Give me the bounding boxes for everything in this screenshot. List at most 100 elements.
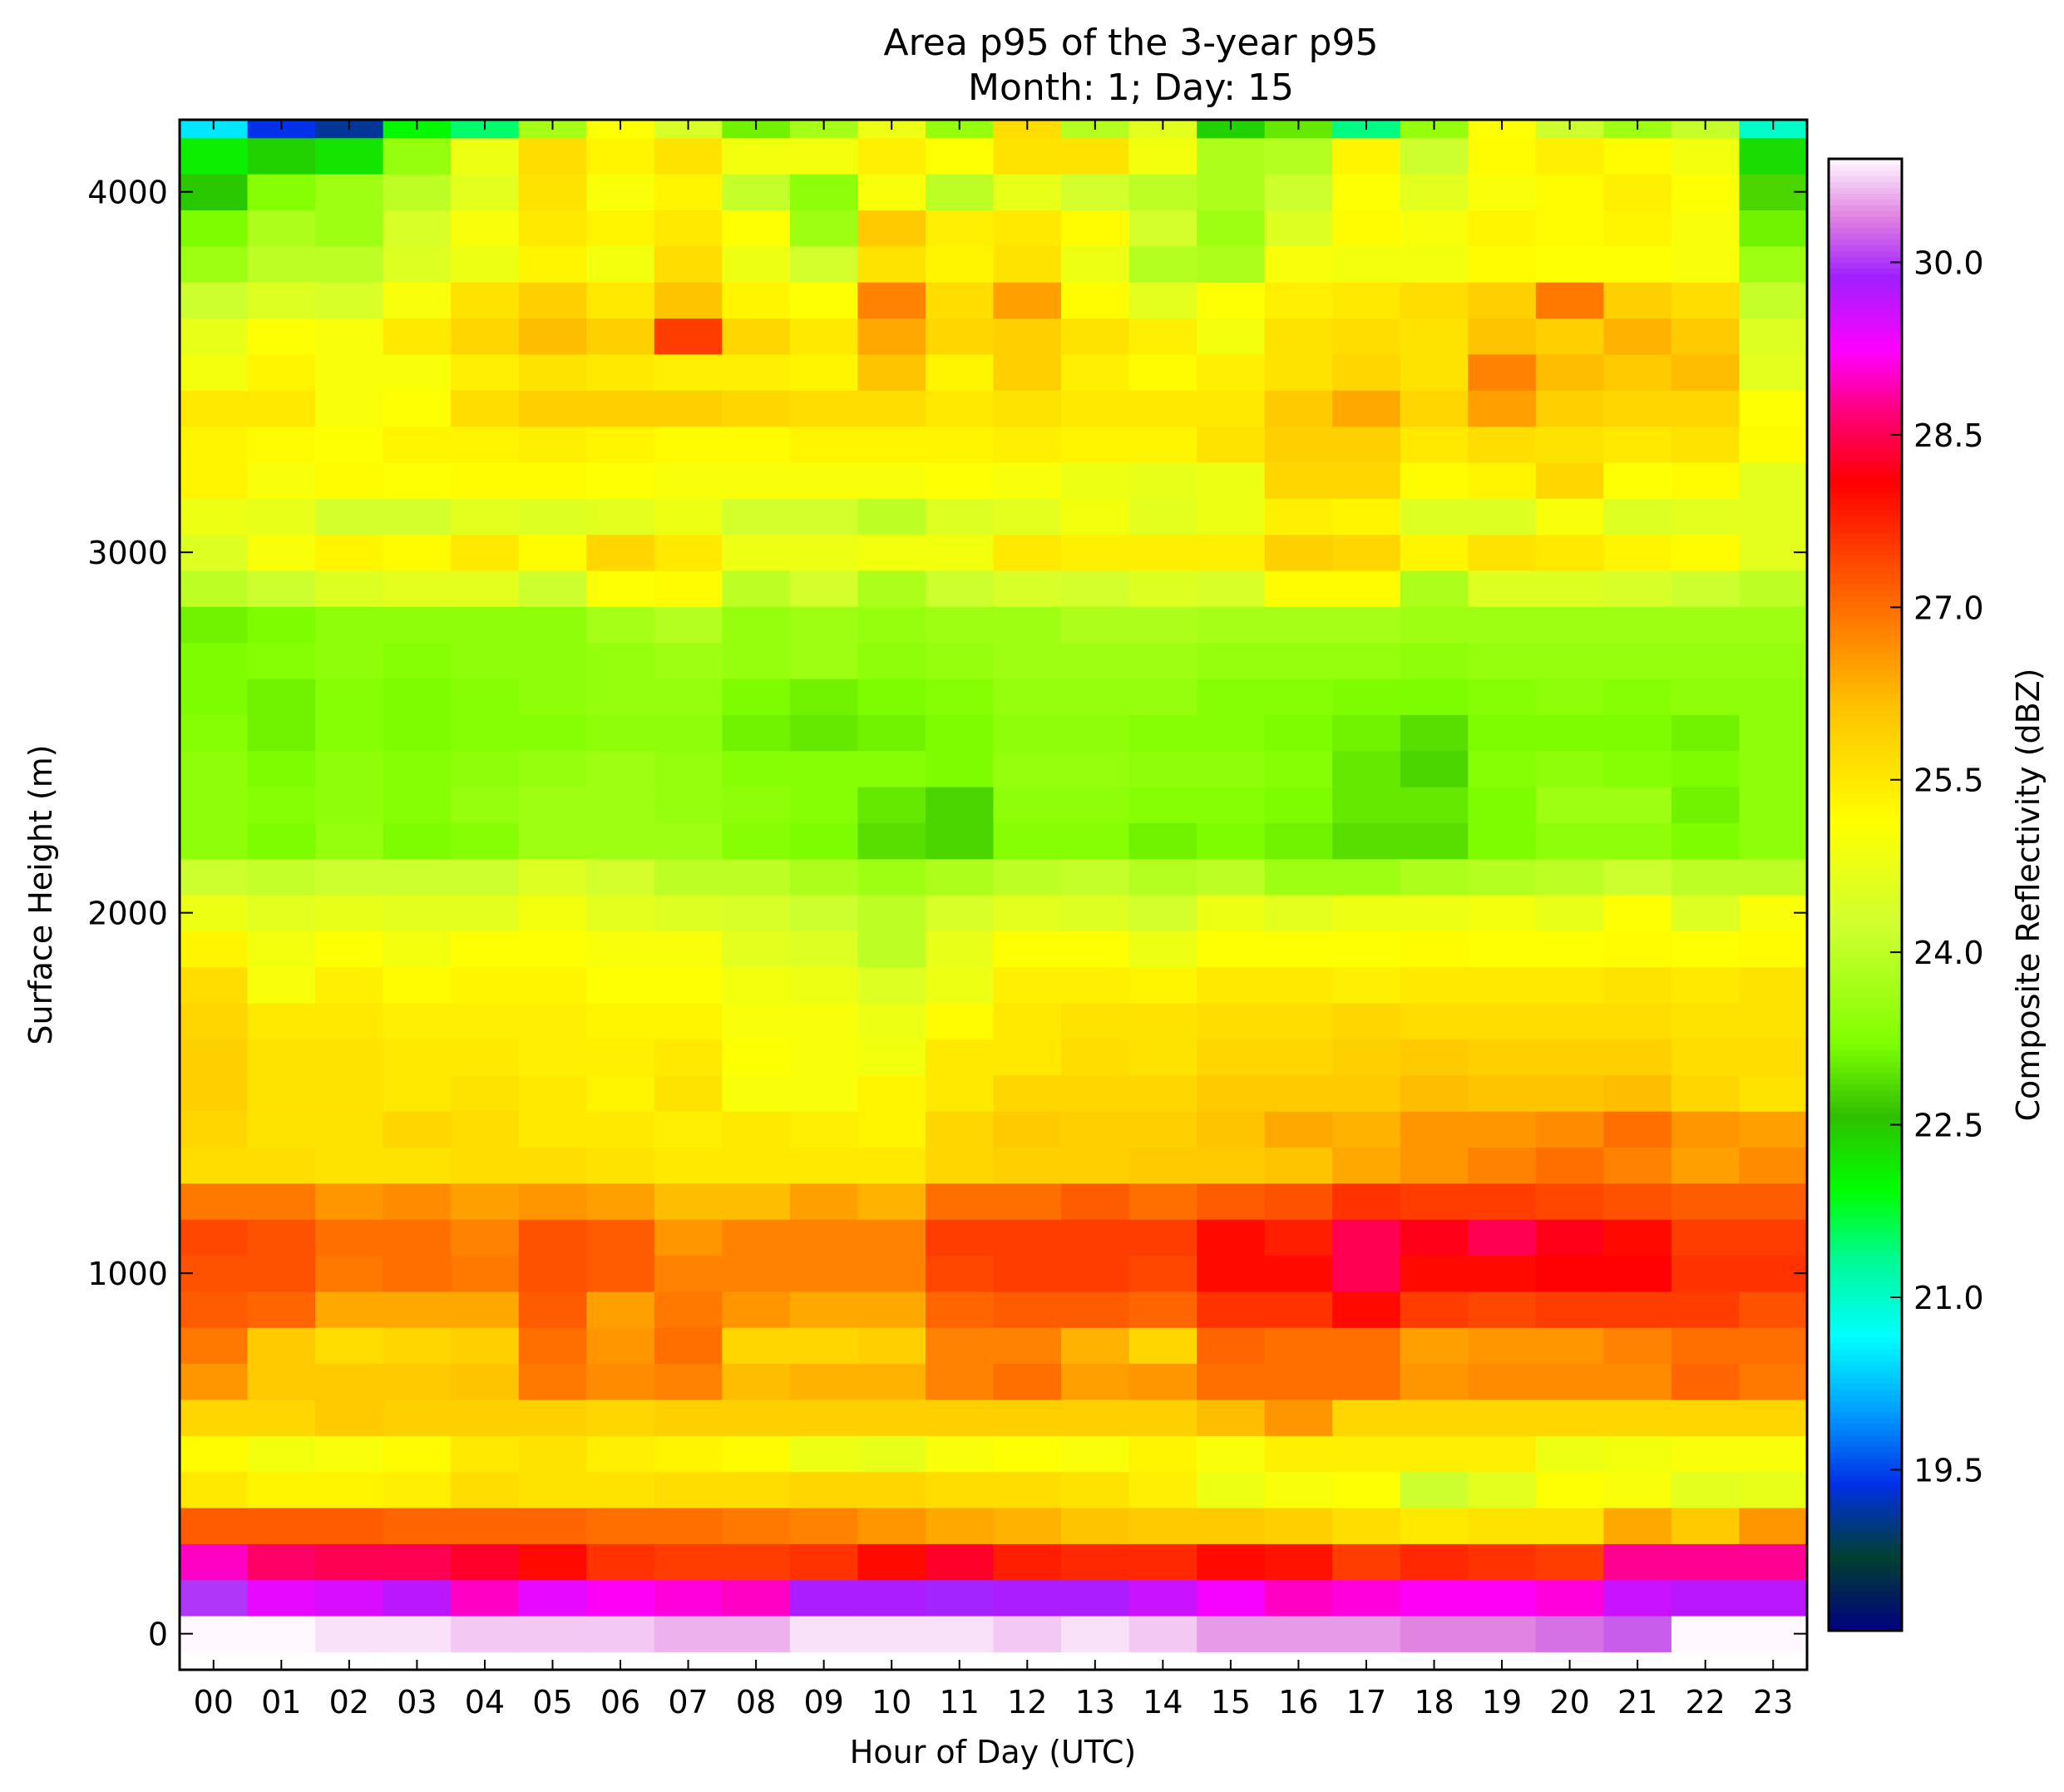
heatmap-cell [1128, 678, 1197, 715]
heatmap-cell [1264, 353, 1333, 391]
colorbar-swatch [1829, 1176, 1902, 1183]
heatmap-cell [1197, 822, 1266, 860]
colorbar-swatch [1829, 1481, 1902, 1488]
heatmap-cell [451, 678, 520, 715]
heatmap-cell [925, 1435, 995, 1473]
heatmap-cell [1400, 1147, 1469, 1184]
heatmap-cell [1332, 931, 1401, 968]
heatmap-cell [383, 678, 452, 715]
heatmap-cell [180, 570, 249, 607]
heatmap-cell [315, 137, 384, 175]
heatmap-cell [518, 174, 587, 210]
heatmap-cell [451, 895, 520, 931]
heatmap-cell [654, 931, 723, 968]
colorbar-swatch [1829, 860, 1902, 866]
heatmap-cell [1739, 606, 1808, 644]
heatmap-cell [1264, 1543, 1333, 1581]
heatmap-cell [180, 822, 249, 860]
colorbar-swatch [1829, 1607, 1902, 1614]
heatmap-cell [1468, 353, 1537, 391]
heatmap-cell [1535, 318, 1604, 355]
heatmap-cell [383, 642, 452, 679]
heatmap-cell [247, 462, 316, 499]
heatmap-cell [993, 1615, 1062, 1652]
heatmap-cell [1535, 1182, 1604, 1220]
heatmap-cell [789, 210, 859, 247]
colorbar-swatch [1829, 1625, 1902, 1632]
heatmap-cell [518, 1579, 587, 1617]
colorbar-swatch [1829, 475, 1902, 481]
heatmap-cell [789, 1255, 859, 1292]
heatmap-cell [1061, 1291, 1130, 1328]
heatmap-cell [180, 714, 249, 752]
x-tick-label: 13 [1075, 1684, 1115, 1720]
heatmap-cell [1535, 1471, 1604, 1508]
x-tick-label: 00 [194, 1684, 234, 1720]
heatmap-cell [925, 1327, 995, 1365]
heatmap-cell [518, 642, 587, 679]
heatmap-cell [722, 678, 791, 715]
heatmap-cell [1603, 858, 1672, 896]
heatmap-cell [247, 353, 316, 391]
heatmap-cell [654, 714, 723, 752]
heatmap-cell [518, 1291, 587, 1328]
heatmap-cell [857, 606, 926, 644]
heatmap-cell [1535, 1579, 1604, 1617]
heatmap-cell [722, 1291, 791, 1328]
heatmap-cell [925, 1363, 995, 1400]
heatmap-cell [1603, 534, 1672, 571]
heatmap-cell [1197, 786, 1266, 823]
heatmap-cell [857, 210, 926, 247]
heatmap-cell [1128, 1255, 1197, 1292]
colorbar-swatch [1829, 365, 1902, 373]
colorbar-swatch [1829, 1148, 1902, 1154]
heatmap-cell [857, 1074, 926, 1112]
heatmap-cell [857, 1111, 926, 1148]
heatmap-cell [789, 1435, 859, 1473]
heatmap-cell [1400, 1615, 1469, 1652]
heatmap-cell [1535, 1219, 1604, 1256]
heatmap-cell [1128, 390, 1197, 427]
heatmap-cell [1535, 1363, 1604, 1400]
colorbar-swatch [1829, 1446, 1902, 1454]
colorbar-swatch [1829, 722, 1902, 728]
heatmap-cell [857, 426, 926, 463]
colorbar-swatch [1829, 607, 1902, 614]
colorbar-swatch [1829, 325, 1902, 332]
heatmap-cell [1197, 137, 1266, 175]
heatmap-cell [654, 1147, 723, 1184]
colorbar-swatch [1829, 244, 1902, 252]
colorbar-swatch [1829, 866, 1902, 872]
heatmap-cell [518, 282, 587, 319]
heatmap-cell [1264, 570, 1333, 607]
colorbar-label: Composite Reflectivity (dBZ) [2010, 668, 2047, 1121]
heatmap-cell [925, 1255, 995, 1292]
heatmap-cell [993, 534, 1062, 571]
heatmap-cell [1197, 1182, 1266, 1220]
heatmap-cell [518, 462, 587, 499]
colorbar-tick-label: 28.5 [1913, 417, 1984, 454]
colorbar-swatch [1829, 1562, 1902, 1568]
heatmap-cell [1468, 1471, 1537, 1508]
x-tick-label: 07 [668, 1684, 708, 1720]
heatmap-cell [654, 1399, 723, 1436]
colorbar-swatch [1829, 773, 1902, 781]
colorbar-swatch [1829, 1412, 1902, 1419]
heatmap-cell [1603, 822, 1672, 860]
heatmap-cell [857, 1471, 926, 1508]
colorbar-swatch [1829, 486, 1902, 493]
heatmap-cell [654, 1291, 723, 1328]
heatmap-cell [1128, 282, 1197, 319]
heatmap-cell [722, 1363, 791, 1400]
heatmap-cell [1535, 390, 1604, 427]
heatmap-cell [993, 822, 1062, 860]
heatmap-cell [451, 1147, 520, 1184]
colorbar-swatch [1829, 1515, 1902, 1523]
colorbar-swatch [1829, 578, 1902, 585]
colorbar-swatch [1829, 980, 1902, 988]
heatmap-cell [1264, 750, 1333, 787]
heatmap-cell [1671, 1435, 1741, 1473]
heatmap-cell [586, 750, 655, 787]
heatmap-cell [247, 210, 316, 247]
heatmap-cell [383, 1182, 452, 1220]
